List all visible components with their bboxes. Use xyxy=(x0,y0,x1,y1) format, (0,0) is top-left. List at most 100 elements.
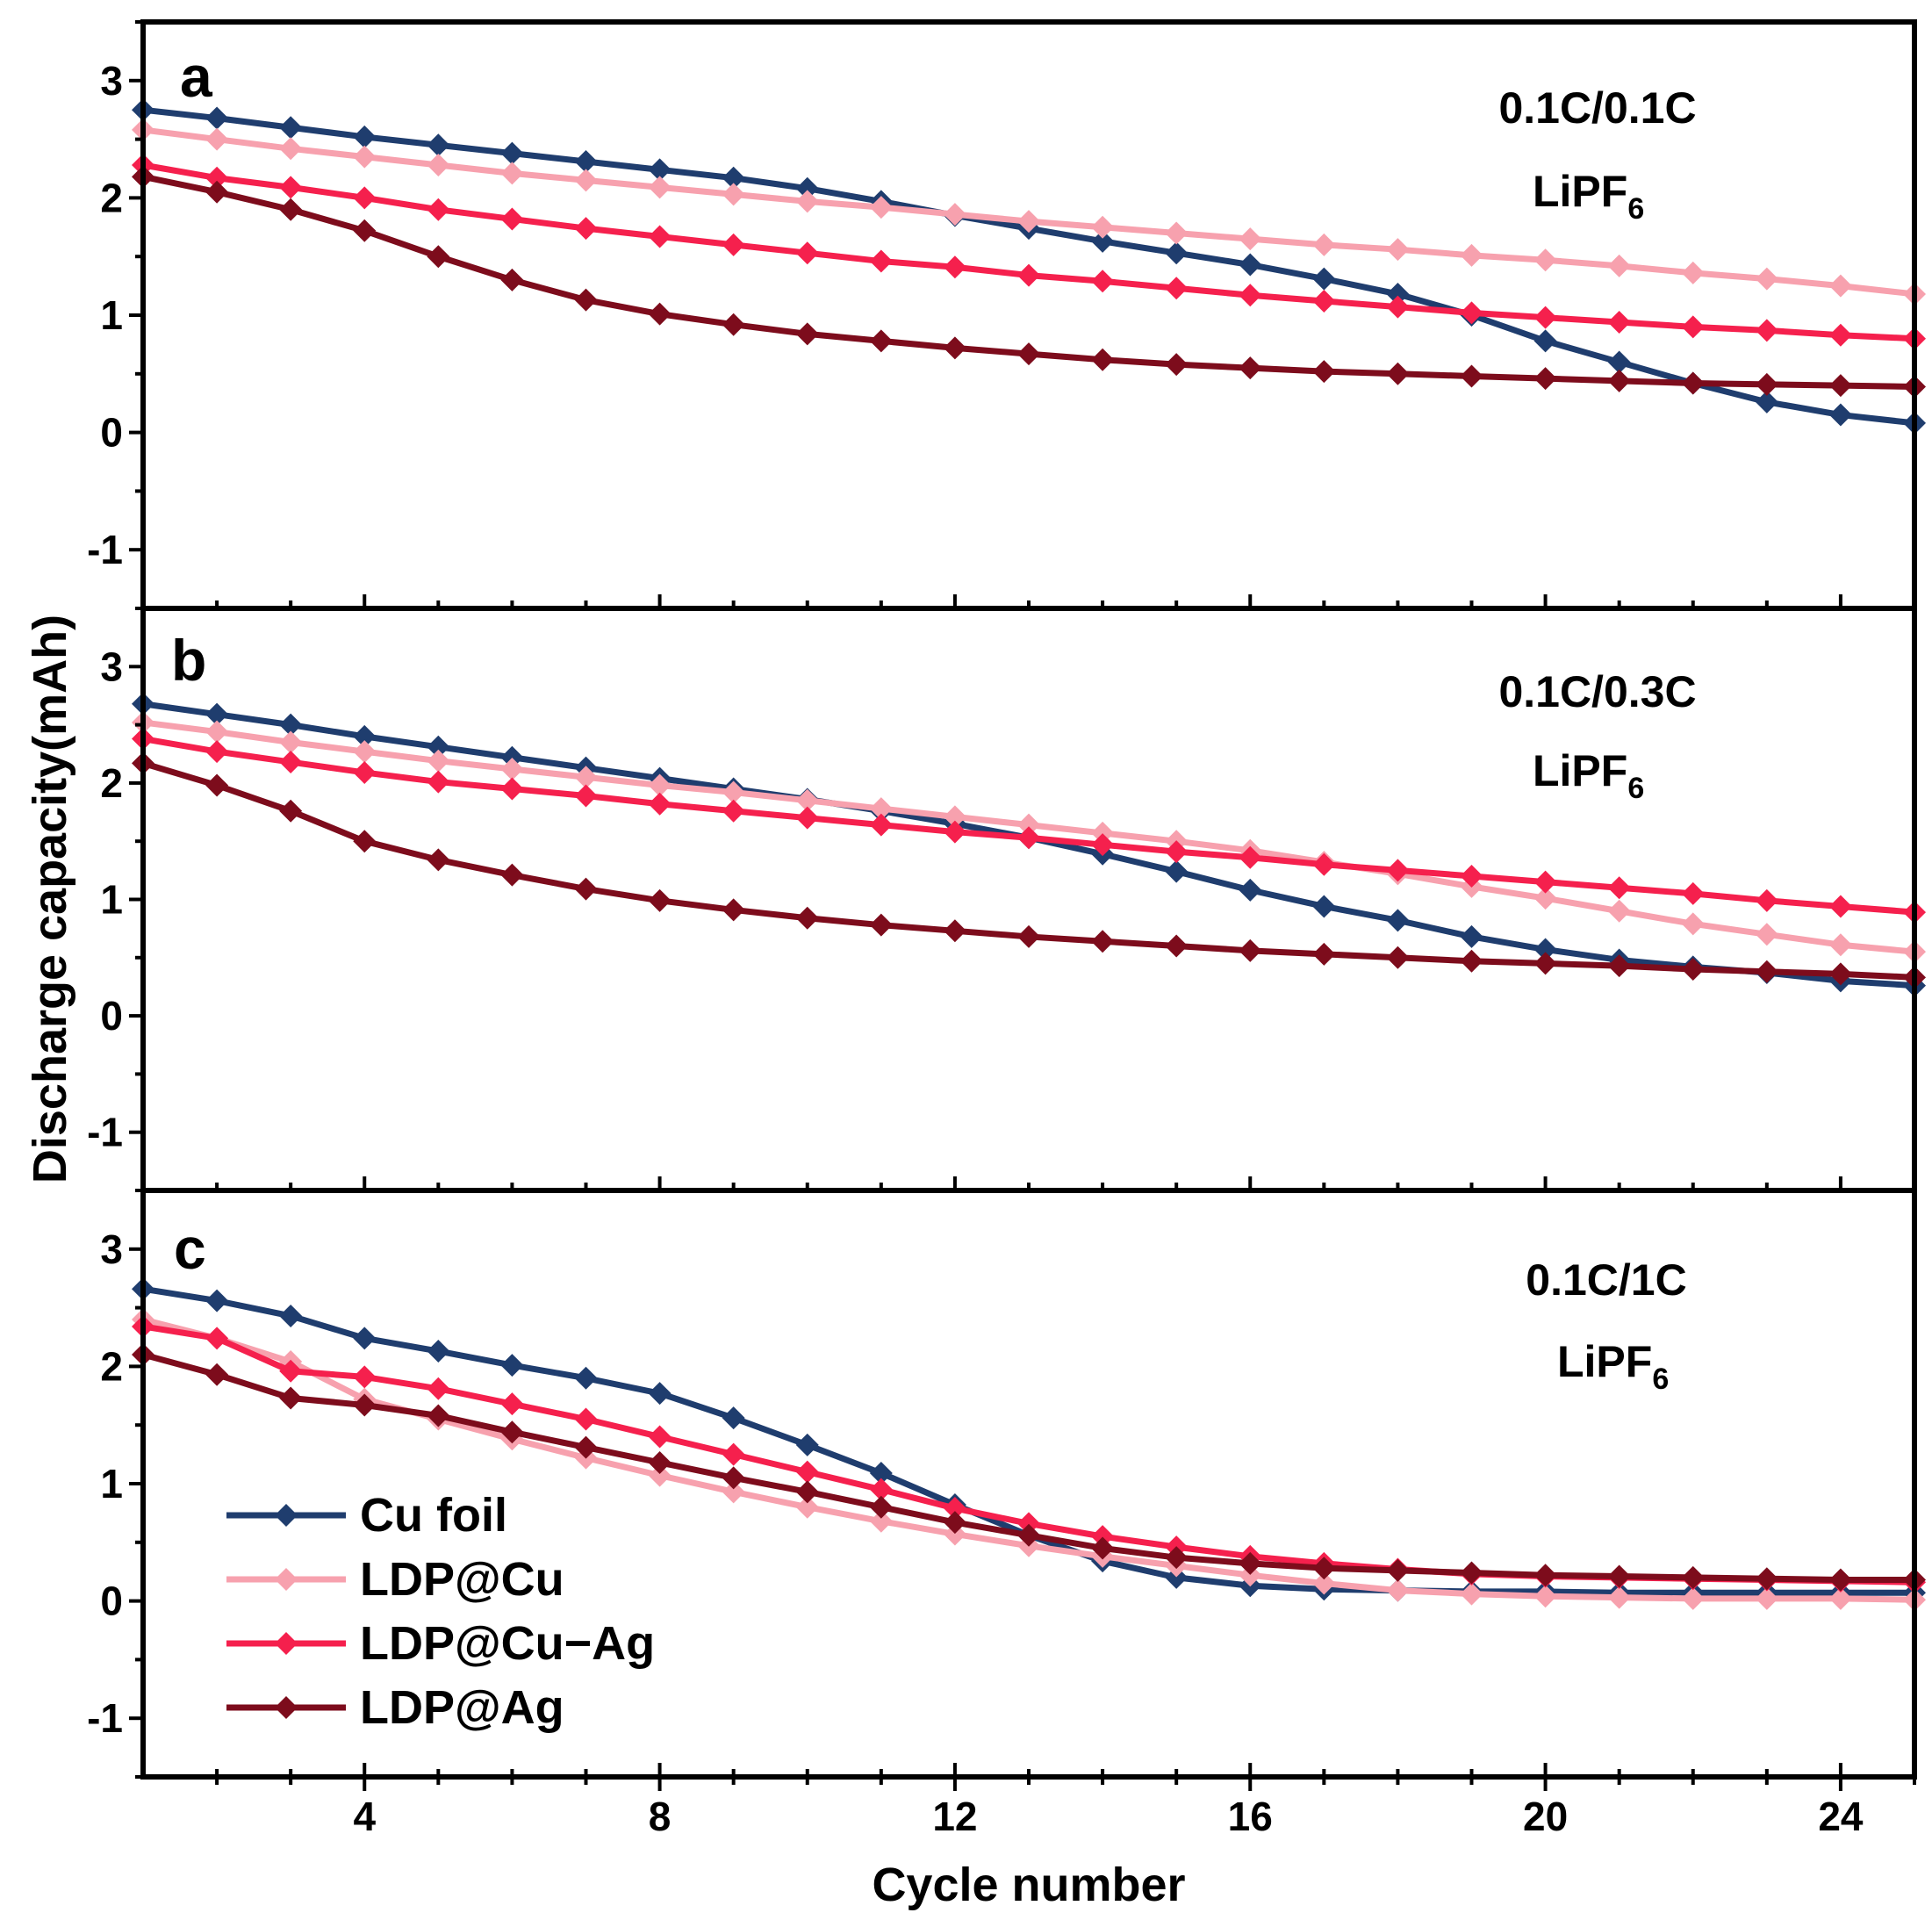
panel-c-data-point-ldp-cu-ag xyxy=(279,1359,303,1383)
panel-a-data-point-ldp-cu xyxy=(1460,243,1483,267)
panel-b-data-point-cu-foil xyxy=(427,735,450,759)
panel-c-y-tick-label: 1 xyxy=(100,1461,123,1507)
panel-c-electrolyte-sub: 6 xyxy=(1652,1363,1669,1396)
panel-c-data-point-ldp-cu-ag xyxy=(1017,1512,1040,1535)
y-axis-title: Discharge capacity(mAh) xyxy=(24,615,76,1183)
panel-c-y-tick-label: -1 xyxy=(87,1695,123,1741)
panel-b-data-point-ldp-ag xyxy=(722,898,745,922)
panel-a-data-point-ldp-cu-ag xyxy=(1607,311,1631,334)
panel-b-data-point-ldp-ag xyxy=(943,919,966,943)
panel-b-data-point-ldp-cu-ag xyxy=(722,799,745,823)
panel-c-data-point-ldp-ag xyxy=(1312,1557,1336,1580)
panel-a-data-point-ldp-ag xyxy=(574,288,598,312)
panel-c: c 0.1C/1C LiPF6 Cu foil LDP@Cu LD xyxy=(132,1188,1926,1780)
panel-b-data-point-ldp-ag xyxy=(574,877,598,901)
panel-a-data-point-cu-foil xyxy=(353,125,377,148)
panel-a-data-point-cu-foil xyxy=(1828,403,1852,427)
panel-b-data-point-ldp-cu xyxy=(574,766,598,789)
panel-b-data-point-ldp-cu-ag xyxy=(869,813,893,837)
panel-a-data-point-ldp-cu xyxy=(1681,261,1705,284)
panel-a-data-point-ldp-ag xyxy=(427,245,450,269)
panel-a-data-point-cu-foil xyxy=(1533,329,1557,353)
panel-b-data-point-ldp-cu-ag xyxy=(1533,870,1557,894)
panel-a-series-line-ldp-cu-ag xyxy=(142,162,1915,342)
panel-a-data-point-ldp-cu-ag xyxy=(205,166,229,190)
panel-a-data-point-ldp-cu xyxy=(1755,267,1778,291)
panel-a-data-point-ldp-ag xyxy=(722,313,745,336)
panel-c-data-point-ldp-cu xyxy=(1828,1586,1852,1610)
panel-a-data-point-cu-foil xyxy=(1312,267,1336,291)
panel-b-data-point-ldp-cu xyxy=(279,730,303,754)
x-tick-label: 8 xyxy=(649,1794,672,1839)
panel-a-data-point-cu-foil xyxy=(1091,229,1115,253)
panel-b-data-point-ldp-ag xyxy=(1239,938,1262,962)
panel-b-data-point-ldp-ag xyxy=(1533,952,1557,975)
panel-c-data-point-ldp-ag xyxy=(1533,1564,1557,1587)
panel-a-data-point-cu-foil xyxy=(500,141,524,165)
panel-a-data-point-ldp-ag xyxy=(1386,362,1410,385)
panel-b-data-point-ldp-cu-ag xyxy=(279,751,303,774)
panel-c-data-point-ldp-ag xyxy=(500,1420,524,1444)
panel-b-data-point-ldp-ag xyxy=(1312,942,1336,966)
panel-c-data-point-ldp-cu xyxy=(795,1495,819,1519)
panel-c-data-point-ldp-ag xyxy=(353,1393,377,1417)
panel-a-data-point-ldp-cu-ag xyxy=(722,233,745,256)
panel-a-data-point-ldp-cu xyxy=(1607,254,1631,277)
panel-c-data-point-cu-foil xyxy=(353,1327,377,1350)
legend-entry-ldp-ag: LDP@Ag xyxy=(226,1681,564,1734)
panel-c-data-point-ldp-ag xyxy=(1386,1558,1410,1582)
panel-a-data-point-ldp-cu-ag xyxy=(943,255,966,279)
panel-a-electrolyte: LiPF6 xyxy=(1533,167,1644,226)
panel-b-data-point-ldp-cu-ag xyxy=(1312,852,1336,876)
panel-c-data-point-ldp-ag xyxy=(1828,1568,1852,1592)
panel-a-data-point-ldp-cu xyxy=(1165,221,1189,245)
legend-marker-ldp-ag xyxy=(275,1696,298,1719)
panel-b-data-point-ldp-ag xyxy=(1017,924,1040,948)
panel-c-y-tick-label: 2 xyxy=(100,1343,123,1389)
panel-a-data-point-ldp-cu xyxy=(574,169,598,192)
panel-b-y-tick-label: 1 xyxy=(100,877,123,923)
panel-c-data-point-ldp-cu-ag xyxy=(500,1392,524,1416)
panel-c-data-point-ldp-ag xyxy=(574,1435,598,1459)
panel-a-data-point-ldp-cu xyxy=(353,145,377,169)
panel-b-data-point-cu-foil xyxy=(500,745,524,769)
panel-c-data-point-ldp-cu-ag xyxy=(205,1327,229,1350)
panel-c-data-point-ldp-cu xyxy=(1533,1585,1557,1608)
panel-a-data-point-ldp-cu-ag xyxy=(353,186,377,210)
panel-b-data-point-ldp-cu-ag xyxy=(1091,833,1115,857)
panel-a-data-point-ldp-ag xyxy=(1755,372,1778,396)
panel-a-data-point-ldp-ag xyxy=(795,322,819,346)
x-tick-label: 4 xyxy=(353,1794,376,1839)
legend-label-ldp-cu: LDP@Cu xyxy=(360,1553,564,1606)
panel-a-y-tick-label: 1 xyxy=(100,292,123,338)
panel-c-y-tick-label: 0 xyxy=(100,1578,123,1624)
panel-a-data-point-ldp-cu xyxy=(279,137,303,161)
panel-a-data-point-ldp-cu-ag xyxy=(427,198,450,221)
panel-a-data xyxy=(132,98,1926,435)
panel-c-data-point-cu-foil xyxy=(1165,1565,1189,1589)
panel-a-data-point-ldp-cu-ag xyxy=(648,225,672,248)
panel-c-data-point-ldp-ag xyxy=(427,1404,450,1427)
panel-c-data-point-ldp-ag xyxy=(1091,1536,1115,1560)
panel-b-y-tick-label: 0 xyxy=(100,993,123,1039)
panel-a-data-point-cu-foil xyxy=(1239,253,1262,277)
panel-a-data-point-cu-foil xyxy=(1165,241,1189,265)
panel-a-data-point-cu-foil xyxy=(722,166,745,190)
panel-c-data-point-ldp-cu xyxy=(1755,1586,1778,1610)
legend-marker-ldp-cu-ag xyxy=(275,1632,298,1655)
panel-a-data-point-ldp-cu xyxy=(869,196,893,219)
panel-c-data-point-ldp-cu xyxy=(1312,1571,1336,1595)
panel-b-data-point-ldp-cu xyxy=(500,757,524,780)
panel-b-data-point-ldp-cu xyxy=(1607,899,1631,923)
panel-b-data-point-ldp-cu-ag xyxy=(795,806,819,830)
panel-b-y-tick-label: -1 xyxy=(87,1110,123,1155)
panel-b-data-point-ldp-cu-ag xyxy=(500,777,524,801)
panel-a-data-point-ldp-cu-ag xyxy=(795,241,819,265)
panel-a-data-point-ldp-ag xyxy=(500,268,524,291)
panel-b-data-point-ldp-cu xyxy=(1828,933,1852,957)
x-tick-label: 16 xyxy=(1228,1794,1273,1839)
panel-c-data-point-ldp-ag xyxy=(1460,1561,1483,1585)
panel-a-data-point-ldp-ag xyxy=(1828,374,1852,398)
panel-a-data-point-ldp-cu xyxy=(1239,227,1262,251)
panel-b-data-point-ldp-cu xyxy=(1755,923,1778,946)
